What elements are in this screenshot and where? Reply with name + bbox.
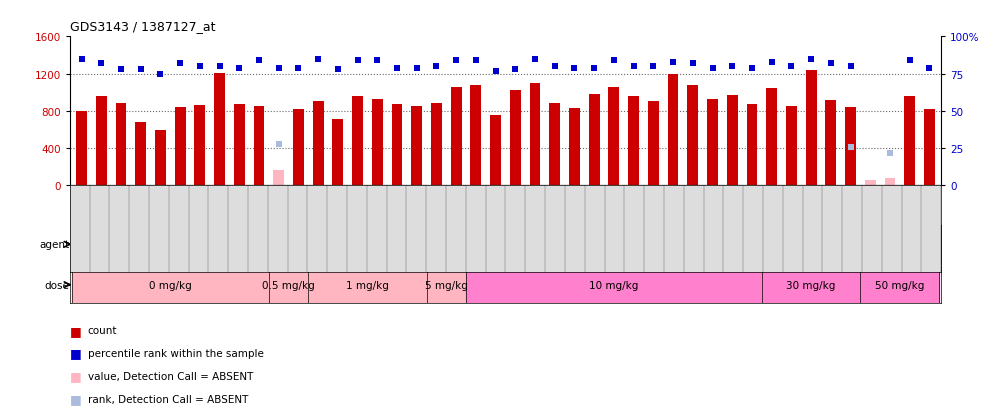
Bar — [135, 123, 146, 186]
Bar — [490, 115, 501, 186]
Text: 5 mg/kg: 5 mg/kg — [425, 280, 468, 290]
Bar — [747, 105, 757, 186]
Bar — [865, 180, 875, 186]
Bar — [234, 105, 245, 186]
Text: rank, Detection Call = ABSENT: rank, Detection Call = ABSENT — [88, 394, 248, 404]
Text: ■: ■ — [70, 369, 82, 382]
Text: ■: ■ — [70, 392, 82, 405]
Text: GDS3143 / 1387127_at: GDS3143 / 1387127_at — [70, 20, 215, 33]
Bar — [431, 104, 442, 186]
Bar — [904, 97, 915, 186]
Bar — [273, 171, 284, 186]
Bar — [269, 225, 939, 264]
Bar — [254, 107, 264, 186]
Bar — [214, 74, 225, 186]
Text: 30 mg/kg: 30 mg/kg — [787, 280, 836, 290]
Bar — [72, 225, 269, 264]
Text: dose: dose — [44, 280, 69, 290]
Bar — [96, 97, 107, 186]
Bar — [426, 266, 466, 304]
Bar — [353, 97, 363, 186]
Bar — [470, 85, 481, 186]
Bar — [845, 108, 856, 186]
Bar — [510, 91, 521, 186]
Bar — [466, 266, 762, 304]
Bar — [194, 106, 205, 186]
Text: 10 mg/kg: 10 mg/kg — [590, 280, 638, 290]
Bar — [609, 88, 620, 186]
Bar — [766, 89, 777, 186]
Bar — [411, 107, 422, 186]
Bar — [628, 97, 639, 186]
Bar — [687, 85, 698, 186]
Bar — [293, 109, 304, 186]
Bar — [806, 71, 817, 186]
Text: percentile rank within the sample: percentile rank within the sample — [88, 348, 264, 358]
Bar — [309, 266, 426, 304]
Text: 50 mg/kg: 50 mg/kg — [875, 280, 924, 290]
Text: count: count — [88, 325, 118, 335]
Bar — [667, 75, 678, 186]
Text: control: control — [151, 240, 189, 250]
Bar — [569, 109, 580, 186]
Bar — [76, 112, 87, 186]
Text: 1 mg/kg: 1 mg/kg — [346, 280, 388, 290]
Bar — [762, 266, 861, 304]
Text: ■: ■ — [70, 347, 82, 360]
Bar — [155, 131, 166, 186]
Text: ■: ■ — [70, 324, 82, 337]
Text: agent: agent — [39, 240, 69, 250]
Bar — [648, 102, 658, 186]
Bar — [313, 101, 324, 186]
Bar — [727, 96, 738, 186]
Text: value, Detection Call = ABSENT: value, Detection Call = ABSENT — [88, 371, 253, 381]
Bar — [924, 109, 935, 186]
Bar — [786, 107, 797, 186]
Bar — [826, 100, 837, 186]
Bar — [589, 95, 600, 186]
Bar — [391, 105, 402, 186]
Bar — [269, 266, 309, 304]
Bar — [372, 100, 382, 186]
Bar — [707, 100, 718, 186]
Text: chlorpyrifos: chlorpyrifos — [572, 240, 636, 250]
Bar — [451, 88, 461, 186]
Bar — [174, 108, 185, 186]
Text: 0.5 mg/kg: 0.5 mg/kg — [262, 280, 315, 290]
Bar — [333, 120, 344, 186]
Bar — [530, 83, 541, 186]
Bar — [861, 266, 939, 304]
Bar — [116, 104, 126, 186]
Bar — [550, 104, 560, 186]
Bar — [884, 178, 895, 186]
Text: 0 mg/kg: 0 mg/kg — [149, 280, 191, 290]
Bar — [72, 266, 269, 304]
